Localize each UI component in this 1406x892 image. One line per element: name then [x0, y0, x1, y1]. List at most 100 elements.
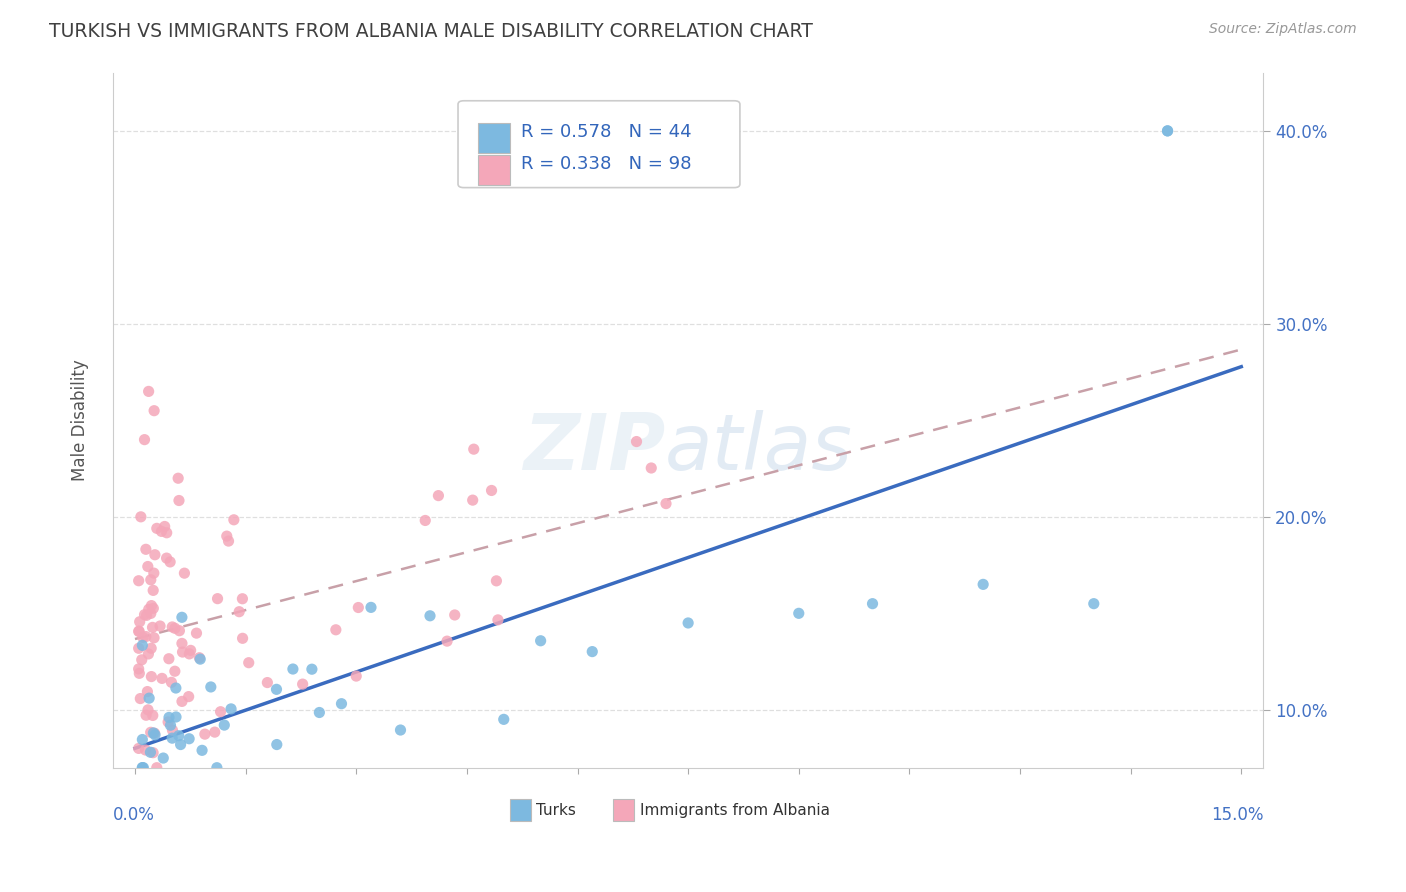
Point: [128, 666, 150, 681]
Point: [155, 551, 177, 566]
Text: Source: ZipAtlas.com: Source: ZipAtlas.com: [1209, 22, 1357, 37]
Point: [128, 574, 150, 588]
Point: [131, 761, 153, 775]
Point: [163, 664, 186, 678]
Point: [139, 573, 162, 587]
Point: [128, 624, 150, 639]
Point: [136, 684, 159, 698]
Text: atlas: atlas: [665, 410, 853, 486]
Text: 0.0%: 0.0%: [112, 805, 155, 824]
Bar: [510, 799, 530, 822]
Point: [132, 631, 155, 645]
Point: [136, 559, 159, 574]
Point: [266, 682, 288, 697]
Point: [149, 619, 172, 633]
Point: [787, 607, 810, 621]
Point: [485, 574, 508, 588]
Point: [204, 725, 226, 739]
Point: [143, 548, 166, 562]
Point: [191, 743, 214, 757]
Point: [256, 675, 278, 690]
Text: ZIP: ZIP: [523, 410, 665, 486]
Point: [170, 636, 193, 650]
Point: [134, 433, 156, 447]
Point: [180, 643, 202, 657]
Point: [131, 761, 153, 775]
Point: [167, 729, 190, 743]
Point: [177, 690, 200, 704]
Point: [179, 731, 201, 746]
Text: R = 0.578   N = 44: R = 0.578 N = 44: [522, 123, 692, 141]
Point: [481, 483, 503, 498]
Point: [1156, 124, 1178, 138]
Point: [360, 600, 382, 615]
Point: [160, 731, 183, 746]
Point: [142, 746, 165, 760]
Point: [232, 632, 254, 646]
Point: [205, 761, 228, 775]
Point: [219, 702, 242, 716]
Point: [138, 647, 160, 661]
Point: [135, 630, 157, 644]
Point: [142, 708, 165, 723]
Point: [138, 602, 160, 616]
Point: [139, 725, 162, 739]
Point: [135, 608, 157, 623]
Point: [142, 566, 165, 581]
Point: [162, 620, 184, 634]
Point: [143, 726, 166, 740]
Point: [655, 497, 678, 511]
Point: [141, 599, 163, 613]
Point: [1156, 124, 1178, 138]
Point: [330, 697, 353, 711]
Point: [142, 601, 165, 615]
Point: [165, 710, 187, 724]
Point: [138, 384, 160, 399]
Point: [169, 738, 191, 752]
Point: [128, 615, 150, 629]
Text: TURKISH VS IMMIGRANTS FROM ALBANIA MALE DISABILITY CORRELATION CHART: TURKISH VS IMMIGRANTS FROM ALBANIA MALE …: [49, 22, 813, 41]
Text: 15.0%: 15.0%: [1211, 805, 1264, 824]
Point: [1083, 597, 1105, 611]
Bar: [478, 123, 510, 153]
Point: [179, 647, 201, 661]
Point: [186, 626, 208, 640]
Point: [157, 714, 180, 729]
Point: [162, 723, 184, 738]
Point: [200, 680, 222, 694]
Point: [136, 703, 159, 717]
Point: [209, 705, 232, 719]
Point: [419, 608, 441, 623]
Point: [153, 519, 176, 533]
Point: [138, 691, 160, 706]
Point: [581, 644, 603, 658]
Point: [141, 641, 163, 656]
Point: [170, 610, 193, 624]
Point: [157, 710, 180, 724]
Point: [325, 623, 347, 637]
Point: [141, 620, 163, 634]
Point: [159, 555, 181, 569]
Point: [308, 706, 330, 720]
Point: [156, 525, 179, 540]
Point: [492, 712, 515, 726]
Point: [626, 434, 648, 449]
Point: [301, 662, 323, 676]
Point: [413, 513, 436, 527]
Point: [218, 534, 240, 549]
Point: [172, 645, 194, 659]
Point: [281, 662, 304, 676]
Point: [188, 652, 211, 666]
Point: [530, 633, 553, 648]
Point: [165, 681, 187, 695]
Text: R = 0.338   N = 98: R = 0.338 N = 98: [522, 155, 692, 173]
Point: [157, 651, 180, 665]
Point: [461, 493, 484, 508]
Point: [132, 761, 155, 775]
Point: [163, 621, 186, 635]
Point: [160, 675, 183, 690]
Point: [173, 566, 195, 581]
Bar: [613, 799, 634, 822]
Point: [146, 770, 169, 784]
Point: [222, 513, 245, 527]
